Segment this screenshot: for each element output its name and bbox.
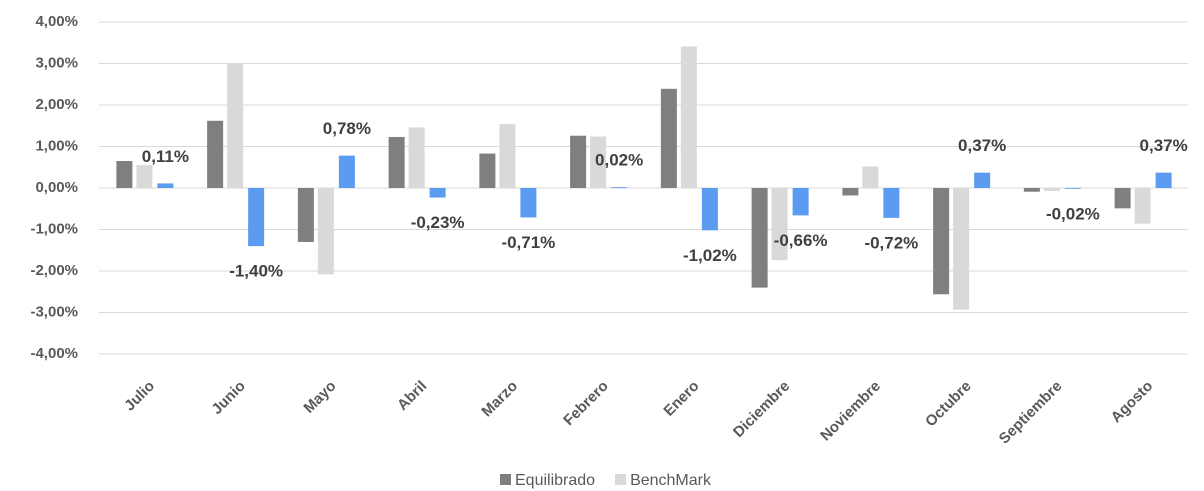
data-label: -1,40% bbox=[229, 262, 283, 281]
x-tick-label: Mayo bbox=[300, 378, 339, 417]
y-tick-label: 3,00% bbox=[35, 54, 78, 71]
legend-swatch bbox=[500, 474, 511, 485]
data-label: -0,66% bbox=[774, 231, 828, 250]
bar bbox=[227, 63, 244, 188]
bar bbox=[429, 188, 446, 198]
x-tick-label: Noviembre bbox=[817, 378, 884, 445]
y-tick-label: 1,00% bbox=[35, 137, 78, 154]
y-tick-label: -4,00% bbox=[30, 345, 78, 362]
bar bbox=[842, 188, 859, 196]
bar bbox=[1155, 172, 1172, 188]
bar bbox=[883, 188, 900, 218]
bar bbox=[520, 188, 537, 218]
bar bbox=[338, 155, 355, 188]
bar bbox=[862, 166, 879, 188]
x-tick-label: Agosto bbox=[1108, 378, 1157, 427]
y-tick-label: -2,00% bbox=[30, 262, 78, 279]
y-tick-label: 0,00% bbox=[35, 179, 78, 196]
bar bbox=[974, 172, 991, 188]
y-tick-label: 4,00% bbox=[35, 13, 78, 30]
x-tick-label: Octubre bbox=[922, 378, 975, 431]
data-label: -0,72% bbox=[864, 233, 918, 252]
bar bbox=[660, 88, 677, 188]
bar bbox=[570, 135, 587, 188]
bar bbox=[1023, 188, 1040, 192]
legend-label: BenchMark bbox=[630, 472, 712, 489]
bar bbox=[479, 153, 496, 188]
x-tick-label: Septiembre bbox=[996, 378, 1066, 448]
y-tick-label: -3,00% bbox=[30, 303, 78, 320]
legend-label: Equilibrado bbox=[515, 472, 595, 489]
bar bbox=[1114, 188, 1131, 209]
data-label: -0,71% bbox=[501, 233, 555, 252]
x-tick-label: Abril bbox=[394, 378, 430, 414]
x-tick-label: Julio bbox=[121, 378, 158, 415]
data-label: -0,02% bbox=[1046, 204, 1100, 223]
x-tick-label: Diciembre bbox=[730, 378, 793, 441]
bar bbox=[317, 188, 334, 275]
x-tick-label: Marzo bbox=[478, 378, 521, 421]
data-label: -0,23% bbox=[411, 213, 465, 232]
x-tick-label: Febrero bbox=[560, 378, 612, 430]
data-label: 0,11% bbox=[142, 147, 189, 166]
bar bbox=[248, 188, 265, 247]
bar bbox=[297, 188, 314, 242]
bar bbox=[590, 136, 607, 188]
bar bbox=[408, 127, 425, 188]
bar bbox=[1064, 188, 1081, 189]
bar bbox=[792, 188, 809, 216]
x-tick-label: Enero bbox=[660, 378, 702, 420]
bar bbox=[388, 136, 405, 188]
bar bbox=[751, 188, 768, 288]
bar bbox=[157, 183, 174, 188]
bar bbox=[116, 161, 133, 188]
data-label: -1,02% bbox=[683, 246, 737, 265]
bar bbox=[680, 46, 697, 188]
bar bbox=[499, 124, 516, 188]
y-tick-label: 2,00% bbox=[35, 96, 78, 113]
bar bbox=[1134, 188, 1151, 224]
bar bbox=[771, 188, 788, 261]
bar bbox=[1043, 188, 1060, 191]
x-tick-label: Junio bbox=[208, 378, 248, 418]
y-tick-label: -1,00% bbox=[30, 220, 78, 237]
bar bbox=[933, 188, 950, 295]
bar bbox=[207, 120, 224, 188]
data-label: 0,37% bbox=[1140, 136, 1188, 155]
data-label: 0,02% bbox=[595, 151, 643, 170]
legend-swatch bbox=[615, 474, 627, 485]
bar bbox=[611, 187, 628, 188]
data-label: 0,37% bbox=[958, 136, 1006, 155]
bar bbox=[701, 188, 718, 231]
data-label: 0,78% bbox=[323, 119, 371, 138]
bar bbox=[136, 165, 153, 188]
bar bbox=[953, 188, 970, 310]
